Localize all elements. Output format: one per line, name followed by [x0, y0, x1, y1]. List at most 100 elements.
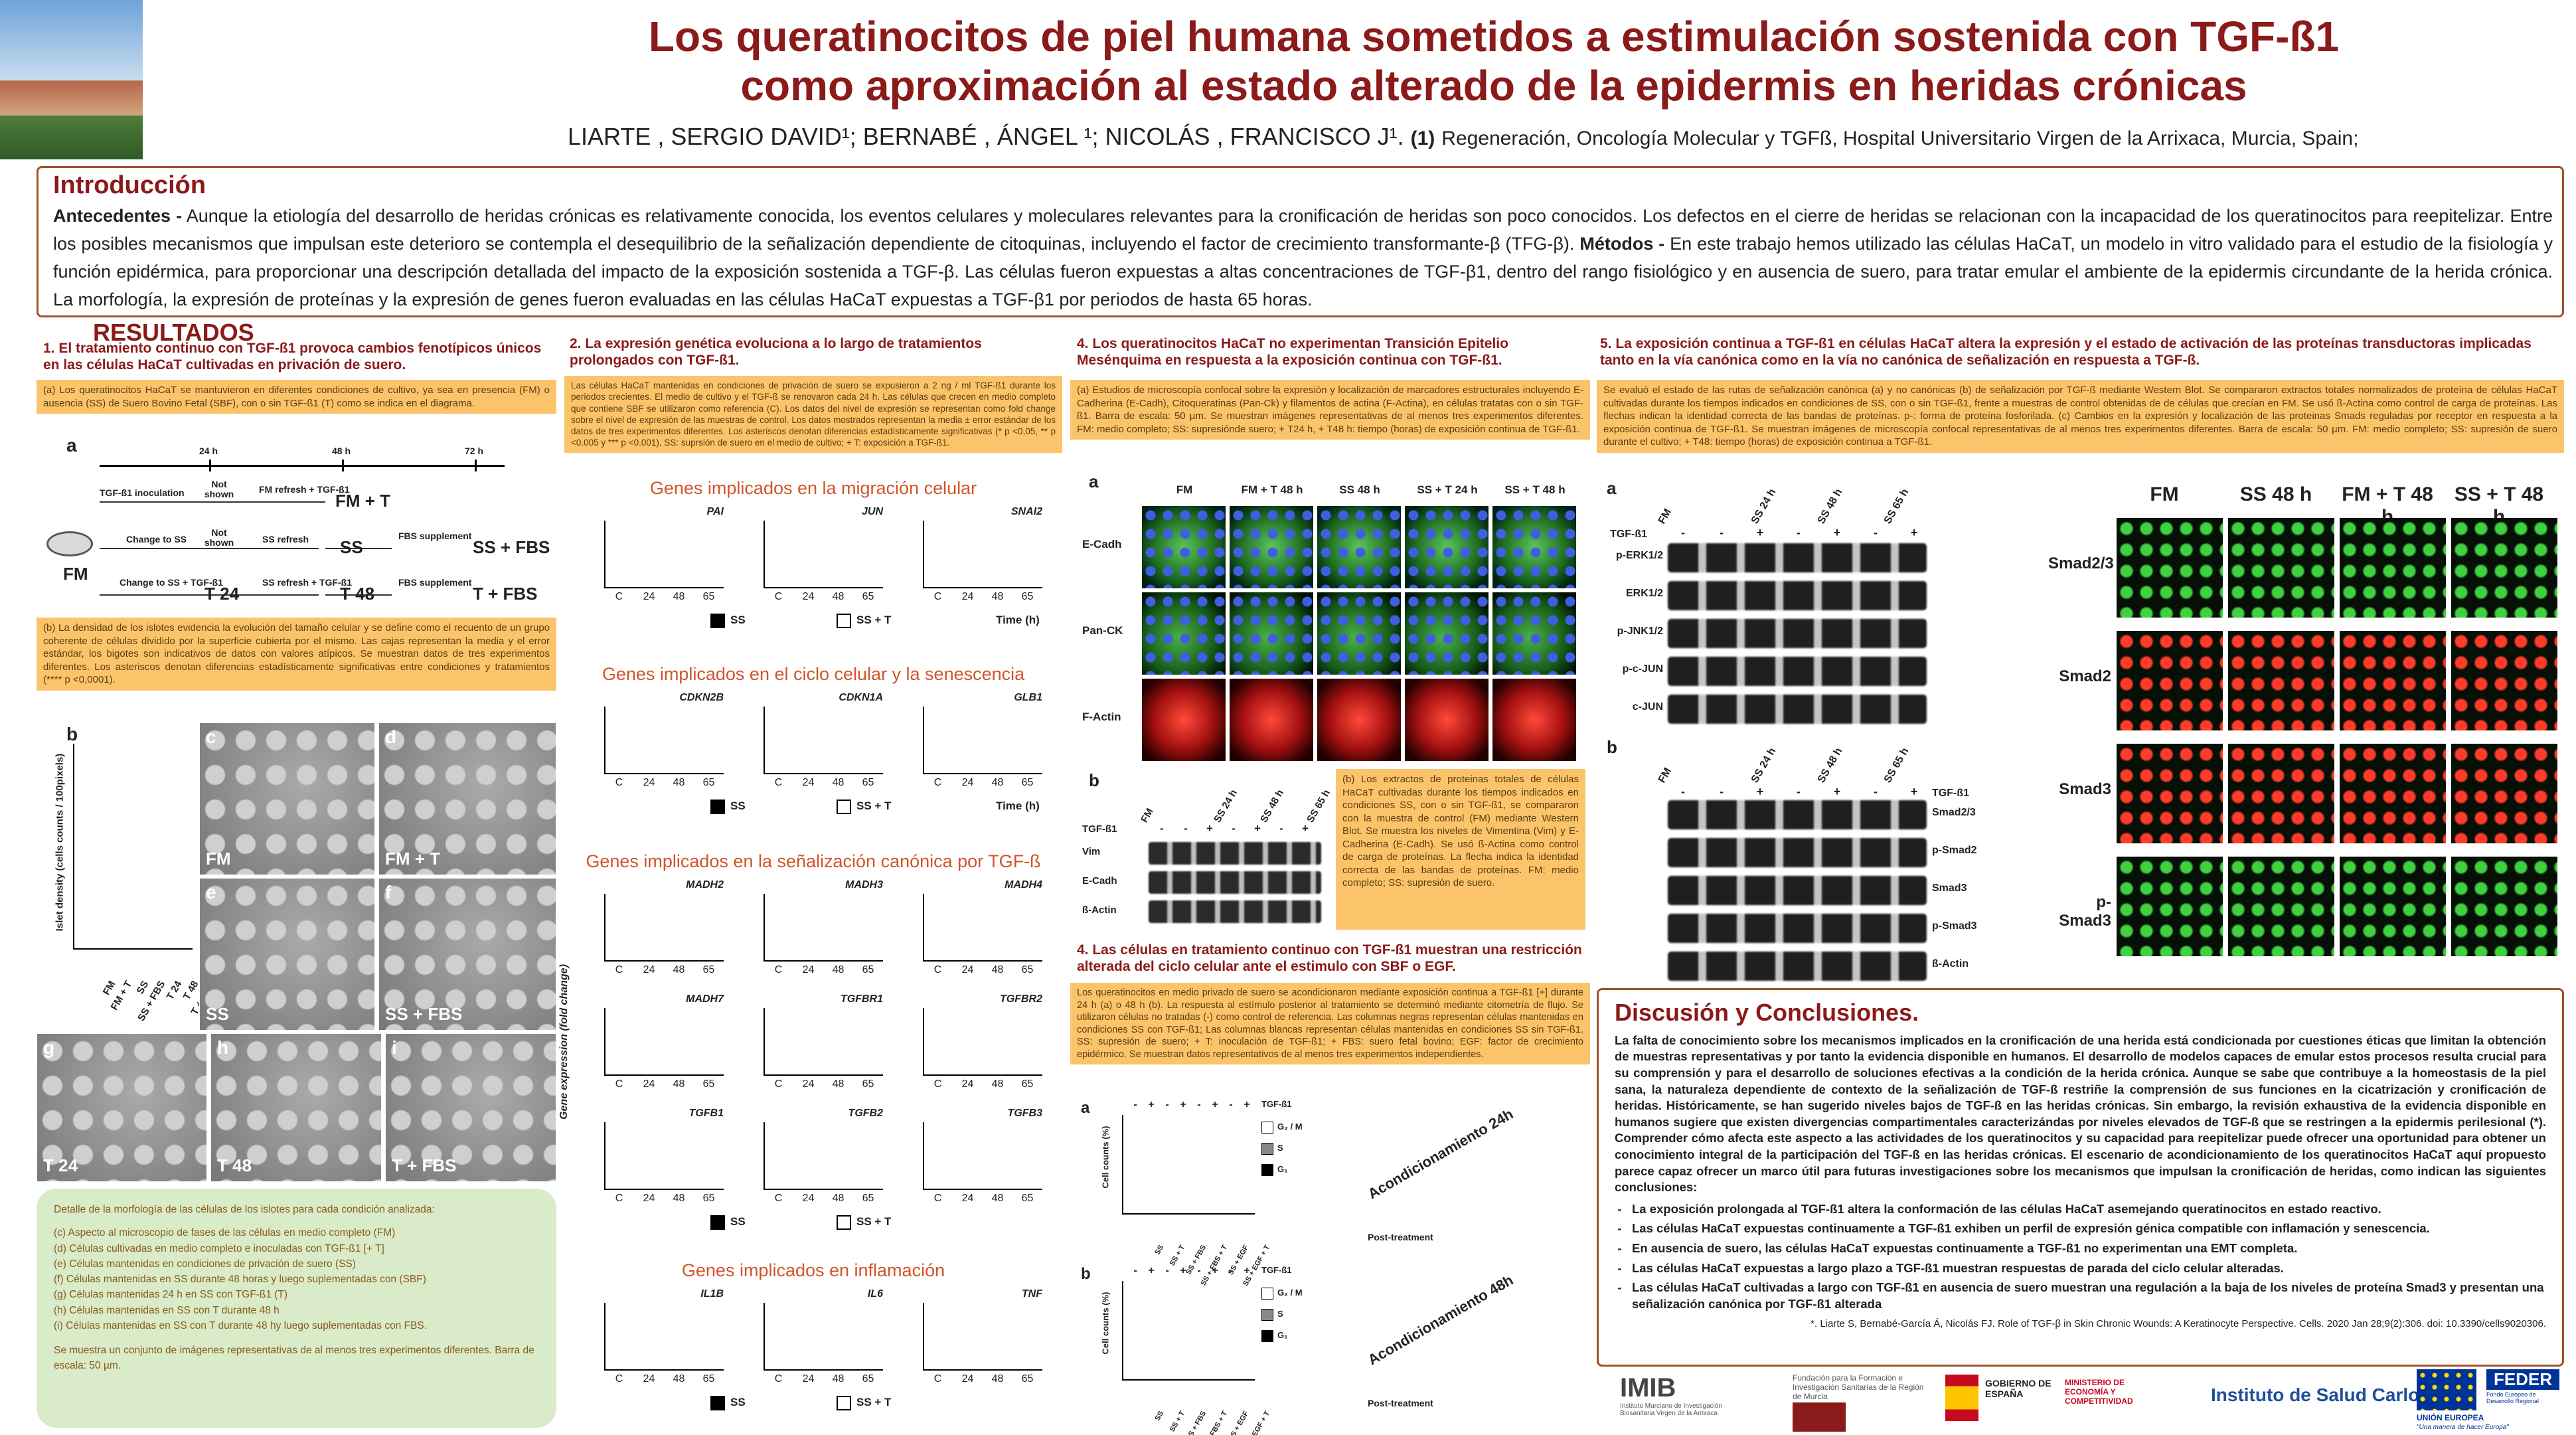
- x-tick-label: 24: [961, 1193, 974, 1204]
- diagram-label: Not shown: [204, 479, 234, 500]
- confocal-image: [1142, 506, 1226, 588]
- confocal-image: [2228, 631, 2334, 730]
- confocal-image: [2451, 518, 2557, 618]
- sign: +: [1180, 1099, 1186, 1110]
- blot-column-label: SS 24 h: [1212, 788, 1240, 825]
- sign: +: [1833, 526, 1841, 539]
- legend-label: S: [1277, 1143, 1283, 1153]
- micrograph-label: FM + T: [385, 849, 441, 869]
- micrograph-label: T + FBS: [392, 1155, 457, 1175]
- confocal-image: [1230, 592, 1313, 675]
- confocal-image: [2228, 518, 2334, 618]
- confocal-image: [2228, 744, 2334, 843]
- confocal-image: [1142, 592, 1226, 675]
- gene-label: TGFBR1: [841, 993, 883, 1005]
- legend-swatch: [837, 614, 851, 628]
- x-tick-label: 48: [673, 964, 685, 975]
- legend-label: Time (h): [996, 614, 1040, 626]
- x-tick-label: C: [615, 591, 623, 602]
- column-label: FM + T 48 h: [1241, 483, 1303, 496]
- x-tick-label: C: [774, 591, 783, 602]
- x-tick-label: 65: [1021, 1193, 1034, 1204]
- row-label: Smad3: [2059, 780, 2111, 798]
- blot-band: [1668, 914, 1927, 943]
- panel-letter: a: [1607, 478, 1617, 498]
- blot-band: [1668, 952, 1927, 981]
- legend-swatch: [710, 800, 725, 814]
- blot-band: [1668, 876, 1927, 905]
- gene-label: IL1B: [700, 1288, 724, 1300]
- legend-label: G₁: [1277, 1330, 1288, 1340]
- sign: -: [1160, 822, 1164, 835]
- arrow: [100, 501, 325, 503]
- arrow: [259, 501, 325, 503]
- plot-frame: [604, 1122, 724, 1190]
- blot-band: [1149, 871, 1321, 894]
- confocal-image: [1230, 679, 1313, 761]
- group-title: Genes implicados en el ciclo celular y l…: [602, 664, 1025, 684]
- sign: -: [1232, 822, 1236, 835]
- row-label: F-Actin: [1082, 711, 1121, 723]
- diagram-label: FM refresh + TGF-ß1: [259, 484, 350, 495]
- diagram-label: 72 h: [465, 446, 484, 456]
- confocal-image: [2340, 518, 2446, 618]
- sign: -: [1720, 785, 1724, 798]
- axis-label: Cell counts (%): [1100, 1292, 1111, 1355]
- row-label: c-JUN: [1632, 701, 1663, 713]
- confocal-image: [1317, 506, 1401, 588]
- sign: +: [1148, 1099, 1155, 1110]
- diagram-label: 24 h: [199, 446, 218, 456]
- section-heading: 1. El tratamiento continuo con TGF-ß1 pr…: [43, 341, 542, 373]
- blot-band: [1149, 900, 1321, 923]
- gene-label: GLB1: [1014, 692, 1042, 703]
- plot-frame: [1122, 1115, 1255, 1215]
- sign: +: [1254, 822, 1261, 835]
- diagram-label: Not shown: [204, 527, 234, 549]
- sign: +: [1244, 1265, 1250, 1276]
- row-label: TGF-ß1: [1932, 788, 1969, 799]
- x-tick-label: C: [933, 964, 942, 975]
- sign: -: [1681, 526, 1685, 539]
- x-tick-label: 65: [862, 964, 874, 975]
- x-tick-label: 48: [991, 1193, 1004, 1204]
- authors-line: LIARTE , SERGIO DAVID¹; BERNABÉ , ÁNGEL …: [568, 123, 2559, 156]
- column-label: SS 48 h: [2239, 483, 2312, 505]
- group-title: Genes implicados en la señalización canó…: [586, 851, 1041, 871]
- blot-column-label: FM: [1139, 806, 1156, 825]
- legend-label: SS: [730, 800, 746, 812]
- arrow: [100, 548, 319, 549]
- conclusion: Las células HaCaT expuestas a largo plaz…: [1632, 1260, 2546, 1277]
- caption: (a) Los queratinocitos HaCaT se mantuvie…: [37, 380, 556, 414]
- confocal-image: [1405, 592, 1489, 675]
- x-tick-label: 24: [802, 1078, 815, 1090]
- legend-label: SS + T: [856, 614, 892, 626]
- row-label: ß-Actin: [1082, 904, 1117, 916]
- sign: -: [1133, 1265, 1137, 1276]
- x-tick-label: C: [615, 1078, 623, 1090]
- timeline-tick: [342, 460, 344, 471]
- legend-title: TGF-ß1: [1261, 1265, 1292, 1275]
- diagram-label: SS: [340, 537, 363, 557]
- detail-item: (h) Células mantenidas en SS con T duran…: [54, 1304, 280, 1316]
- blot-column-label: SS 65 h: [1882, 746, 1911, 785]
- confocal-image: [2117, 744, 2223, 843]
- sign: +: [1212, 1099, 1218, 1110]
- sign: +: [1910, 785, 1918, 798]
- blot-column-label: SS 48 h: [1815, 487, 1845, 526]
- timeline: [100, 465, 505, 467]
- plot-frame: [764, 707, 883, 774]
- blot-column-label: SS 48 h: [1258, 788, 1286, 825]
- logo-flag: [1945, 1375, 1978, 1421]
- x-tick-label: 65: [862, 1078, 874, 1090]
- sign: -: [1279, 822, 1283, 835]
- x-tick-label: C: [933, 591, 942, 602]
- diagram-label: Change to SS + TGF-ß1: [120, 577, 223, 588]
- x-tick-label: C: [615, 1373, 623, 1385]
- gene-label: TGFBR2: [1000, 993, 1042, 1005]
- confocal-image: [2117, 518, 2223, 618]
- gene-label: MADH7: [686, 993, 724, 1005]
- x-tick-label: 24: [643, 777, 655, 788]
- x-tick-label: 65: [702, 591, 715, 602]
- logo-text: Instituto Murciano de Investigación Bios…: [1620, 1402, 1722, 1417]
- panel-letter: d: [385, 726, 397, 747]
